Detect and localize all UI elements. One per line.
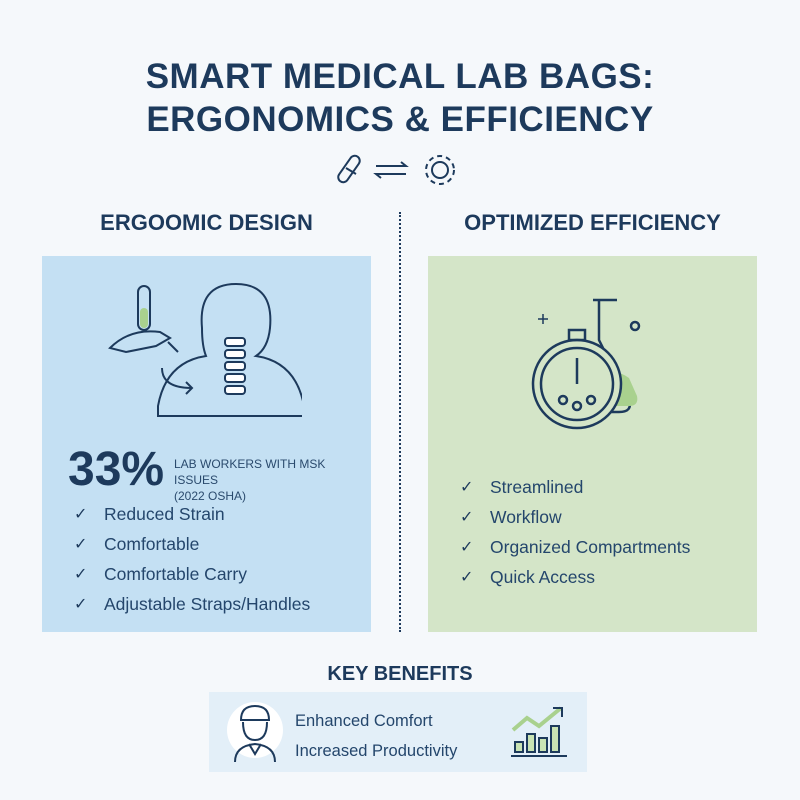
key-benefits-heading: KEY BENEFITS	[327, 663, 473, 685]
list-item: ✓ Quick Access	[460, 566, 596, 587]
check-icon: ✓	[460, 569, 474, 586]
growth-chart-icon	[511, 706, 567, 757]
list-item: ✓ Organized Compartments	[460, 536, 691, 557]
check-icon: ✓	[74, 536, 88, 553]
ergonomic-list: ✓ Reduced Strain ✓ Comfortable ✓ Comfortabl…	[74, 499, 310, 619]
msk-stat-value: 33%	[68, 443, 165, 496]
ergonomic-panel: 33% LAB WORKERS WITH MSK ISSUES (2022 OS…	[42, 256, 371, 632]
ergonomic-heading: ERGOOMIC DESIGN	[100, 210, 313, 235]
list-item: ✓ Comfortable	[74, 533, 200, 554]
check-icon: ✓	[74, 596, 88, 613]
key-benefits-box: Enhanced Comfort Increased Productivity	[209, 692, 587, 772]
list-item: ✓ Streamlined	[460, 476, 584, 497]
efficiency-list: ✓ Streamlined ✓ Workflow ✓ Organized Compar…	[460, 472, 690, 592]
list-item: ✓ Workflow	[460, 506, 562, 527]
benefit-item: Increased Productivity	[295, 742, 458, 760]
page-title: SMART MEDICAL LAB BAGS: ERGONOMICS & EFF…	[145, 57, 655, 139]
test-tube-icon	[337, 154, 361, 184]
divider	[399, 212, 401, 632]
check-icon: ✓	[460, 479, 474, 496]
efficiency-heading: OPTIMIZED EFFICIENCY	[464, 210, 721, 235]
benefit-item: Enhanced Comfort	[295, 712, 433, 730]
stopwatch-flask-icon	[531, 298, 641, 430]
gear-icon	[425, 155, 455, 185]
check-icon: ✓	[460, 509, 474, 526]
lab-worker-avatar-icon	[227, 702, 283, 763]
check-icon: ✓	[74, 566, 88, 583]
msk-stat-label: LAB WORKERS WITH MSK ISSUES (2022 OSHA)	[174, 457, 326, 503]
hand-test-tube-spine-icon	[108, 282, 302, 417]
check-icon: ✓	[460, 539, 474, 556]
list-item: ✓ Adjustable Straps/Handles	[74, 593, 311, 614]
list-item: ✓ Reduced Strain	[74, 503, 225, 524]
list-item: ✓ Comfortable Carry	[74, 563, 247, 584]
exchange-arrows-icon	[373, 161, 409, 179]
header-icons	[337, 154, 455, 185]
efficiency-panel: ✓ Streamlined ✓ Workflow ✓ Organized Compar…	[428, 256, 757, 632]
check-icon: ✓	[74, 506, 88, 523]
